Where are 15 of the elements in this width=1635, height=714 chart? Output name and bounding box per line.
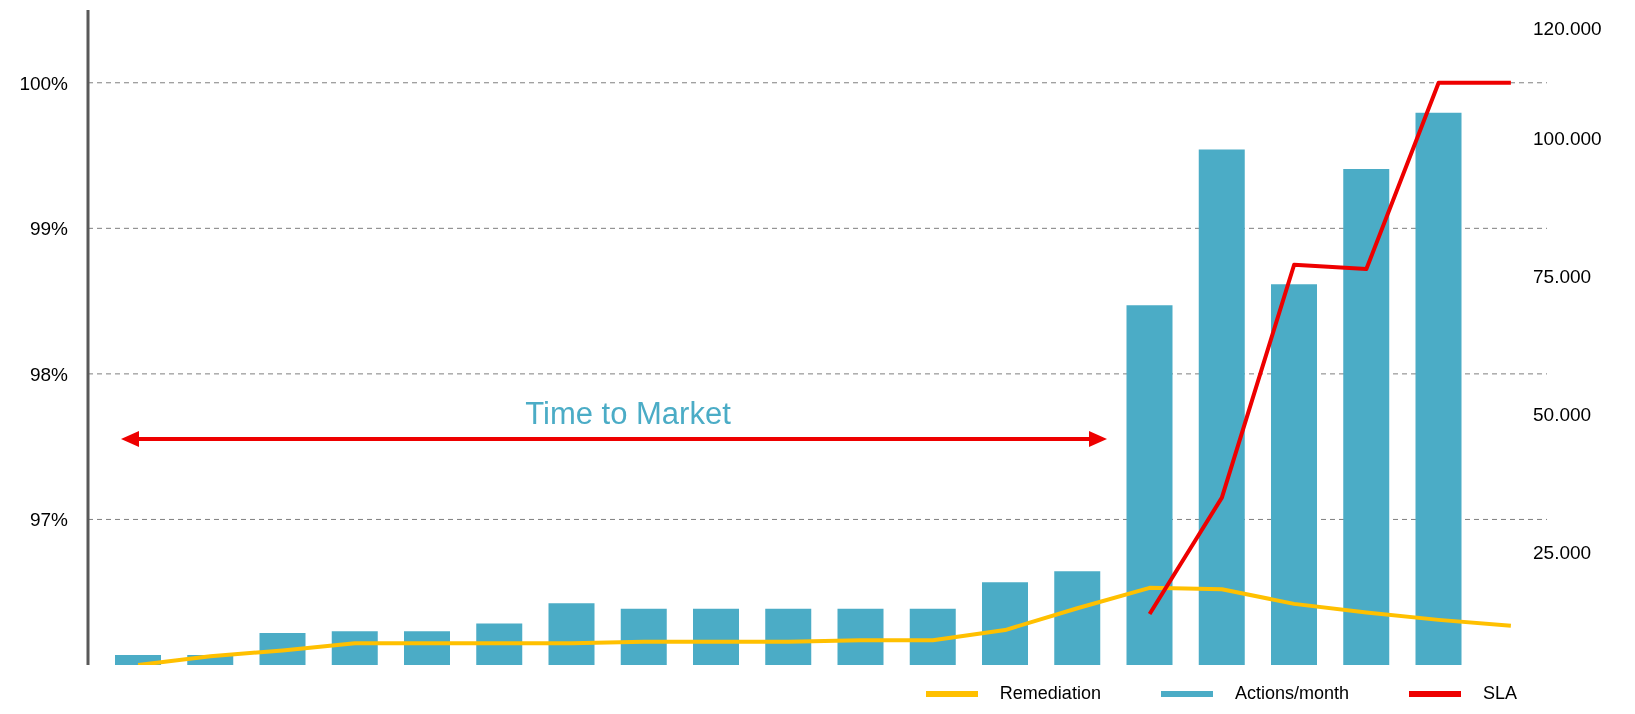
- y-tick-label: 98%: [29, 363, 69, 385]
- line-series: [136, 585, 1513, 665]
- y2-tick-label: 120.000: [1533, 17, 1602, 39]
- y-tick-label: 97%: [29, 509, 69, 531]
- y2-tick-label: 100.000: [1533, 128, 1602, 150]
- annotation: Time to Market: [525, 396, 732, 431]
- y2-tick-label: 50.000: [1533, 404, 1592, 426]
- line-series: [1147, 80, 1513, 617]
- legend-label: Actions/month: [1234, 683, 1349, 704]
- y-tick-label: 100%: [19, 72, 69, 94]
- y2-tick-label: 25.000: [1533, 542, 1592, 564]
- y-tick-label: 99%: [29, 218, 69, 240]
- y2-tick-label: 75.000: [1533, 266, 1592, 288]
- legend-label: Remediation: [999, 683, 1101, 704]
- legend-label: SLA: [1482, 683, 1517, 704]
